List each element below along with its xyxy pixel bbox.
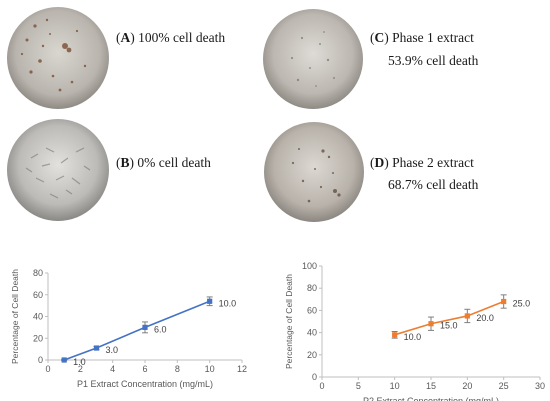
data-label: 6.0	[154, 324, 167, 334]
caption-c: (C) Phase 1 extract	[370, 30, 474, 45]
x-tick-label: 0	[45, 364, 50, 374]
x-tick-label: 20	[462, 381, 472, 391]
data-label: 10.0	[219, 298, 237, 308]
data-point	[61, 357, 67, 363]
x-tick-label: 8	[175, 364, 180, 374]
caption-d-death: 68.7% cell death	[388, 177, 479, 192]
p1-chart: Percentage of Cell Death 0 2 4 6 8 10 12 0 20 40 60…	[10, 268, 247, 389]
data-label: 3.0	[106, 345, 119, 355]
x-tick-label: 0	[319, 381, 324, 391]
x-tick-label: 15	[426, 381, 436, 391]
data-point	[392, 332, 398, 338]
data-point	[142, 324, 148, 330]
micrograph-b	[7, 119, 109, 221]
y-tick-label: 40	[307, 328, 317, 338]
x-tick-label: 4	[110, 364, 115, 374]
x-tick-label: 12	[237, 364, 247, 374]
x-tick-label: 30	[535, 381, 545, 391]
caption-c-death: 53.9% cell death	[388, 53, 479, 68]
data-point	[93, 345, 100, 351]
data-point	[207, 298, 213, 304]
caption-b: (B) 0% cell death	[116, 155, 211, 170]
y-tick-label: 80	[307, 283, 317, 293]
x-axis-label: P2 Extract Concentration (mg/mL)	[363, 396, 499, 401]
p2-chart: Percentage of Cell Death 0 5 10 15 20 25 30 0 20 4…	[284, 261, 545, 401]
data-label: 10.0	[404, 332, 422, 342]
series-line	[394, 300, 504, 336]
x-tick-label: 25	[499, 381, 509, 391]
x-tick-label: 5	[356, 381, 361, 391]
data-point	[464, 313, 470, 319]
y-tick-label: 100	[302, 261, 317, 271]
x-tick-label: 10	[390, 381, 400, 391]
y-tick-label: 20	[307, 350, 317, 360]
data-label: 15.0	[440, 321, 458, 331]
y-tick-label: 60	[33, 290, 43, 300]
x-tick-label: 10	[205, 364, 215, 374]
data-point	[501, 298, 507, 305]
caption-a: (A) 100% cell death	[116, 30, 226, 45]
caption-d: (D) Phase 2 extract	[370, 155, 474, 170]
y-tick-label: 80	[33, 268, 43, 278]
data-label: 25.0	[513, 299, 531, 309]
y-tick-label: 60	[307, 305, 317, 315]
micrograph-a	[7, 7, 109, 109]
micrograph-c	[263, 9, 363, 109]
data-point	[428, 321, 434, 327]
y-tick-label: 20	[33, 333, 43, 343]
y-tick-label: 40	[33, 312, 43, 322]
y-tick-label: 0	[312, 372, 317, 382]
y-tick-label: 0	[38, 355, 43, 365]
series-line	[63, 300, 210, 361]
data-label: 1.0	[73, 357, 86, 367]
x-tick-label: 2	[78, 364, 83, 374]
y-axis-label: Percentage of Cell Death	[284, 274, 294, 369]
data-label: 20.0	[476, 313, 494, 323]
y-axis-label: Percentage of Cell Death	[10, 269, 20, 364]
x-axis-label: P1 Extract Concentration (mg/mL)	[77, 379, 213, 389]
x-tick-label: 6	[142, 364, 147, 374]
micrograph-d	[264, 122, 364, 222]
